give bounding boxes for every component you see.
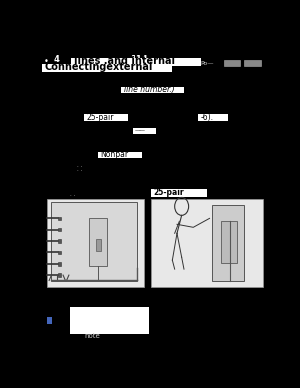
Text: •: • — [43, 57, 48, 66]
Bar — [58, 239, 61, 243]
Text: 25-pair: 25-pair — [154, 189, 184, 197]
Bar — [89, 218, 107, 266]
Bar — [47, 317, 52, 324]
Bar — [224, 60, 240, 66]
Bar — [152, 199, 263, 287]
Text: 4: 4 — [54, 55, 60, 64]
Text: Nonpar: Nonpar — [100, 150, 128, 159]
Text: Connectingexternal: Connectingexternal — [44, 62, 153, 73]
Bar — [58, 228, 61, 232]
Bar — [121, 87, 184, 93]
Text: · ·: · · — [77, 164, 82, 168]
Text: 25-pair: 25-pair — [86, 113, 114, 121]
Bar — [221, 221, 238, 263]
Bar — [98, 152, 142, 158]
Text: · ·: · · — [70, 194, 75, 198]
Bar — [96, 239, 101, 251]
Bar — [152, 189, 207, 197]
Bar — [244, 60, 261, 66]
Bar — [52, 202, 137, 281]
Text: -6).: -6). — [200, 113, 213, 121]
Bar — [212, 205, 244, 281]
Bar — [58, 262, 61, 265]
Bar — [47, 199, 145, 287]
Text: ——: —— — [135, 128, 146, 133]
Text: Po—: Po— — [200, 61, 214, 66]
Bar — [70, 307, 149, 334]
Bar — [133, 128, 156, 134]
Bar — [71, 57, 201, 66]
Bar — [42, 64, 172, 72]
Bar — [58, 273, 61, 277]
Bar — [198, 114, 228, 121]
Text: line number.): line number.) — [124, 85, 174, 94]
Text: note: note — [84, 333, 100, 340]
Text: · ·: · · — [77, 168, 82, 173]
Bar — [84, 114, 128, 121]
Text: 114: 114 — [130, 55, 148, 64]
Bar — [58, 217, 61, 220]
Bar — [58, 251, 61, 254]
Text: lines .and internal: lines .and internal — [74, 57, 175, 66]
